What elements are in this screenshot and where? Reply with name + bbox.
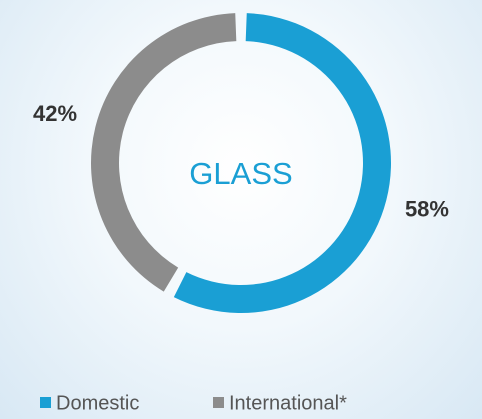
donut-segment xyxy=(173,13,391,313)
value-label: 42% xyxy=(33,101,77,126)
legend-swatch xyxy=(213,397,224,408)
center-label: GLASS xyxy=(189,156,292,191)
value-label: 58% xyxy=(405,197,449,222)
legend-swatch xyxy=(40,397,51,408)
donut-segment xyxy=(91,13,237,292)
legend-label: Domestic xyxy=(56,392,139,414)
legend-label: International* xyxy=(229,392,347,414)
